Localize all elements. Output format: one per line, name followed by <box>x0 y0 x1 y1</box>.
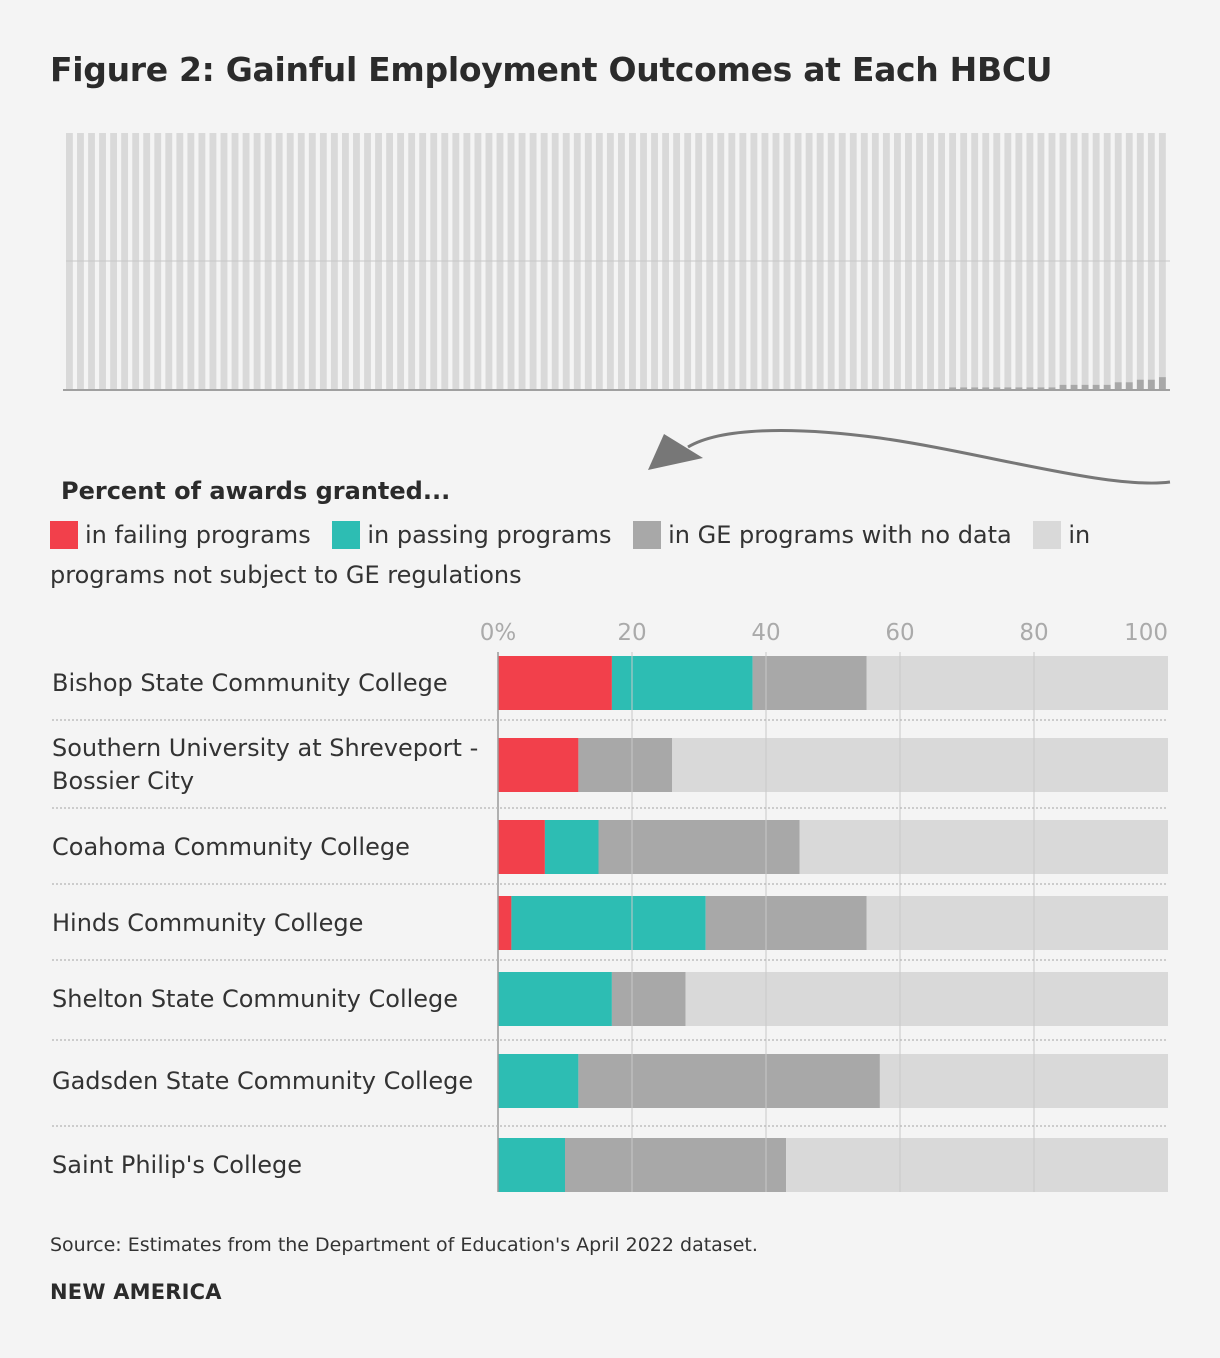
bar-segment-not-subject <box>685 972 1168 1026</box>
stacked-bar-chart: 0% 20 40 60 80 100 <box>52 620 1168 1192</box>
x-tick-label: 60 <box>885 620 914 646</box>
x-tick-label: 20 <box>617 620 646 646</box>
overview-bar-highlight <box>1004 387 1012 390</box>
overview-bar-highlight <box>982 387 990 390</box>
overview-bar-highlight <box>1048 387 1056 390</box>
row-label: Bishop State Community College <box>52 668 448 697</box>
overview-bar-highlight <box>1015 387 1023 390</box>
bar-segment-failing <box>498 656 612 710</box>
brand-logo-text: NEW AMERICA <box>50 1280 222 1304</box>
legend-label-no-data: in GE programs with no data <box>668 521 1012 549</box>
overview-bar-highlight <box>960 387 968 390</box>
overview-bar-highlight <box>1114 382 1122 390</box>
legend-item-no-data: in GE programs with no data <box>633 521 1012 549</box>
bar-segment-no-data <box>752 656 867 710</box>
row-label: Hinds Community College <box>52 908 364 937</box>
legend-swatch-passing <box>332 521 361 549</box>
x-tick-label: 40 <box>751 620 780 646</box>
curved-arrow-line <box>687 429 1171 485</box>
overview-bar-highlight <box>1026 387 1034 390</box>
bar-segment-no-data <box>705 896 867 950</box>
bar-segment-no-data <box>565 1138 787 1192</box>
overview-bar-highlight <box>1125 382 1133 390</box>
legend-label-passing: in passing programs <box>367 521 612 549</box>
overview-bar-highlight <box>1136 379 1144 390</box>
legend: in failing programs in passing programs … <box>50 515 1170 595</box>
overview-bar-highlight <box>1092 384 1100 390</box>
overview-bar-highlight <box>949 387 957 390</box>
bar-segment-passing <box>511 896 706 950</box>
bar-segment-not-subject <box>672 738 1168 792</box>
bar-segment-not-subject <box>799 820 1168 874</box>
chart-title: Figure 2: Gainful Employment Outcomes at… <box>50 50 1053 89</box>
bar-segment-passing <box>498 972 612 1026</box>
overview-bar-highlight <box>1147 379 1155 390</box>
bar-segment-failing <box>498 896 512 950</box>
bar-segment-passing <box>544 820 599 874</box>
legend-swatch-not-subject <box>1033 521 1062 549</box>
bar-segment-not-subject <box>866 896 1168 950</box>
bar-segment-no-data <box>611 972 686 1026</box>
legend-item-failing: in failing programs <box>50 521 311 549</box>
bar-segment-not-subject <box>879 1054 1168 1108</box>
source-note: Source: Estimates from the Department of… <box>50 1234 758 1256</box>
overview-bar-highlight <box>1158 377 1166 390</box>
legend-label-failing: in failing programs <box>85 521 311 549</box>
x-tick-label: 0% <box>480 620 517 646</box>
arrow-head-icon <box>648 434 703 470</box>
bar-segment-passing <box>611 656 753 710</box>
overview-bar-highlight <box>1081 384 1089 390</box>
legend-swatch-no-data <box>633 521 662 549</box>
row-label: Saint Philip's College <box>52 1150 303 1179</box>
bar-segment-not-subject <box>786 1138 1168 1192</box>
legend-heading: Percent of awards granted... <box>61 477 451 505</box>
legend-label-not-subject: in programs not subject to GE regulation… <box>50 521 1091 589</box>
overview-bar-highlight <box>1103 384 1111 390</box>
overview-bar-highlight <box>1070 384 1078 390</box>
bar-segment-passing <box>498 1054 579 1108</box>
bar-segment-no-data <box>598 820 800 874</box>
bar-segment-no-data <box>578 1054 880 1108</box>
overview-bar-highlight <box>1037 387 1045 390</box>
bar-segment-not-subject <box>866 656 1168 710</box>
row-label: Southern University at Shreveport - Boss… <box>52 734 479 795</box>
legend-item-not-subject: in programs not subject to GE regulation… <box>50 521 1090 589</box>
overview-bar-highlight <box>993 387 1001 390</box>
overview-bar-chart <box>63 133 1171 485</box>
x-tick-label: 80 <box>1019 620 1048 646</box>
legend-item-passing: in passing programs <box>332 521 612 549</box>
overview-bar-highlight <box>971 387 979 390</box>
bar-segment-failing <box>498 820 545 874</box>
row-label: Coahoma Community College <box>52 832 410 861</box>
bar-segment-failing <box>498 738 579 792</box>
x-tick-label: 100 <box>1124 620 1168 646</box>
legend-swatch-failing <box>50 521 78 549</box>
row-label: Gadsden State Community College <box>52 1066 474 1095</box>
bar-segment-passing <box>498 1138 565 1192</box>
overview-bar-highlight <box>1059 384 1067 390</box>
row-label: Shelton State Community College <box>52 984 459 1013</box>
bar-segment-no-data <box>578 738 673 792</box>
